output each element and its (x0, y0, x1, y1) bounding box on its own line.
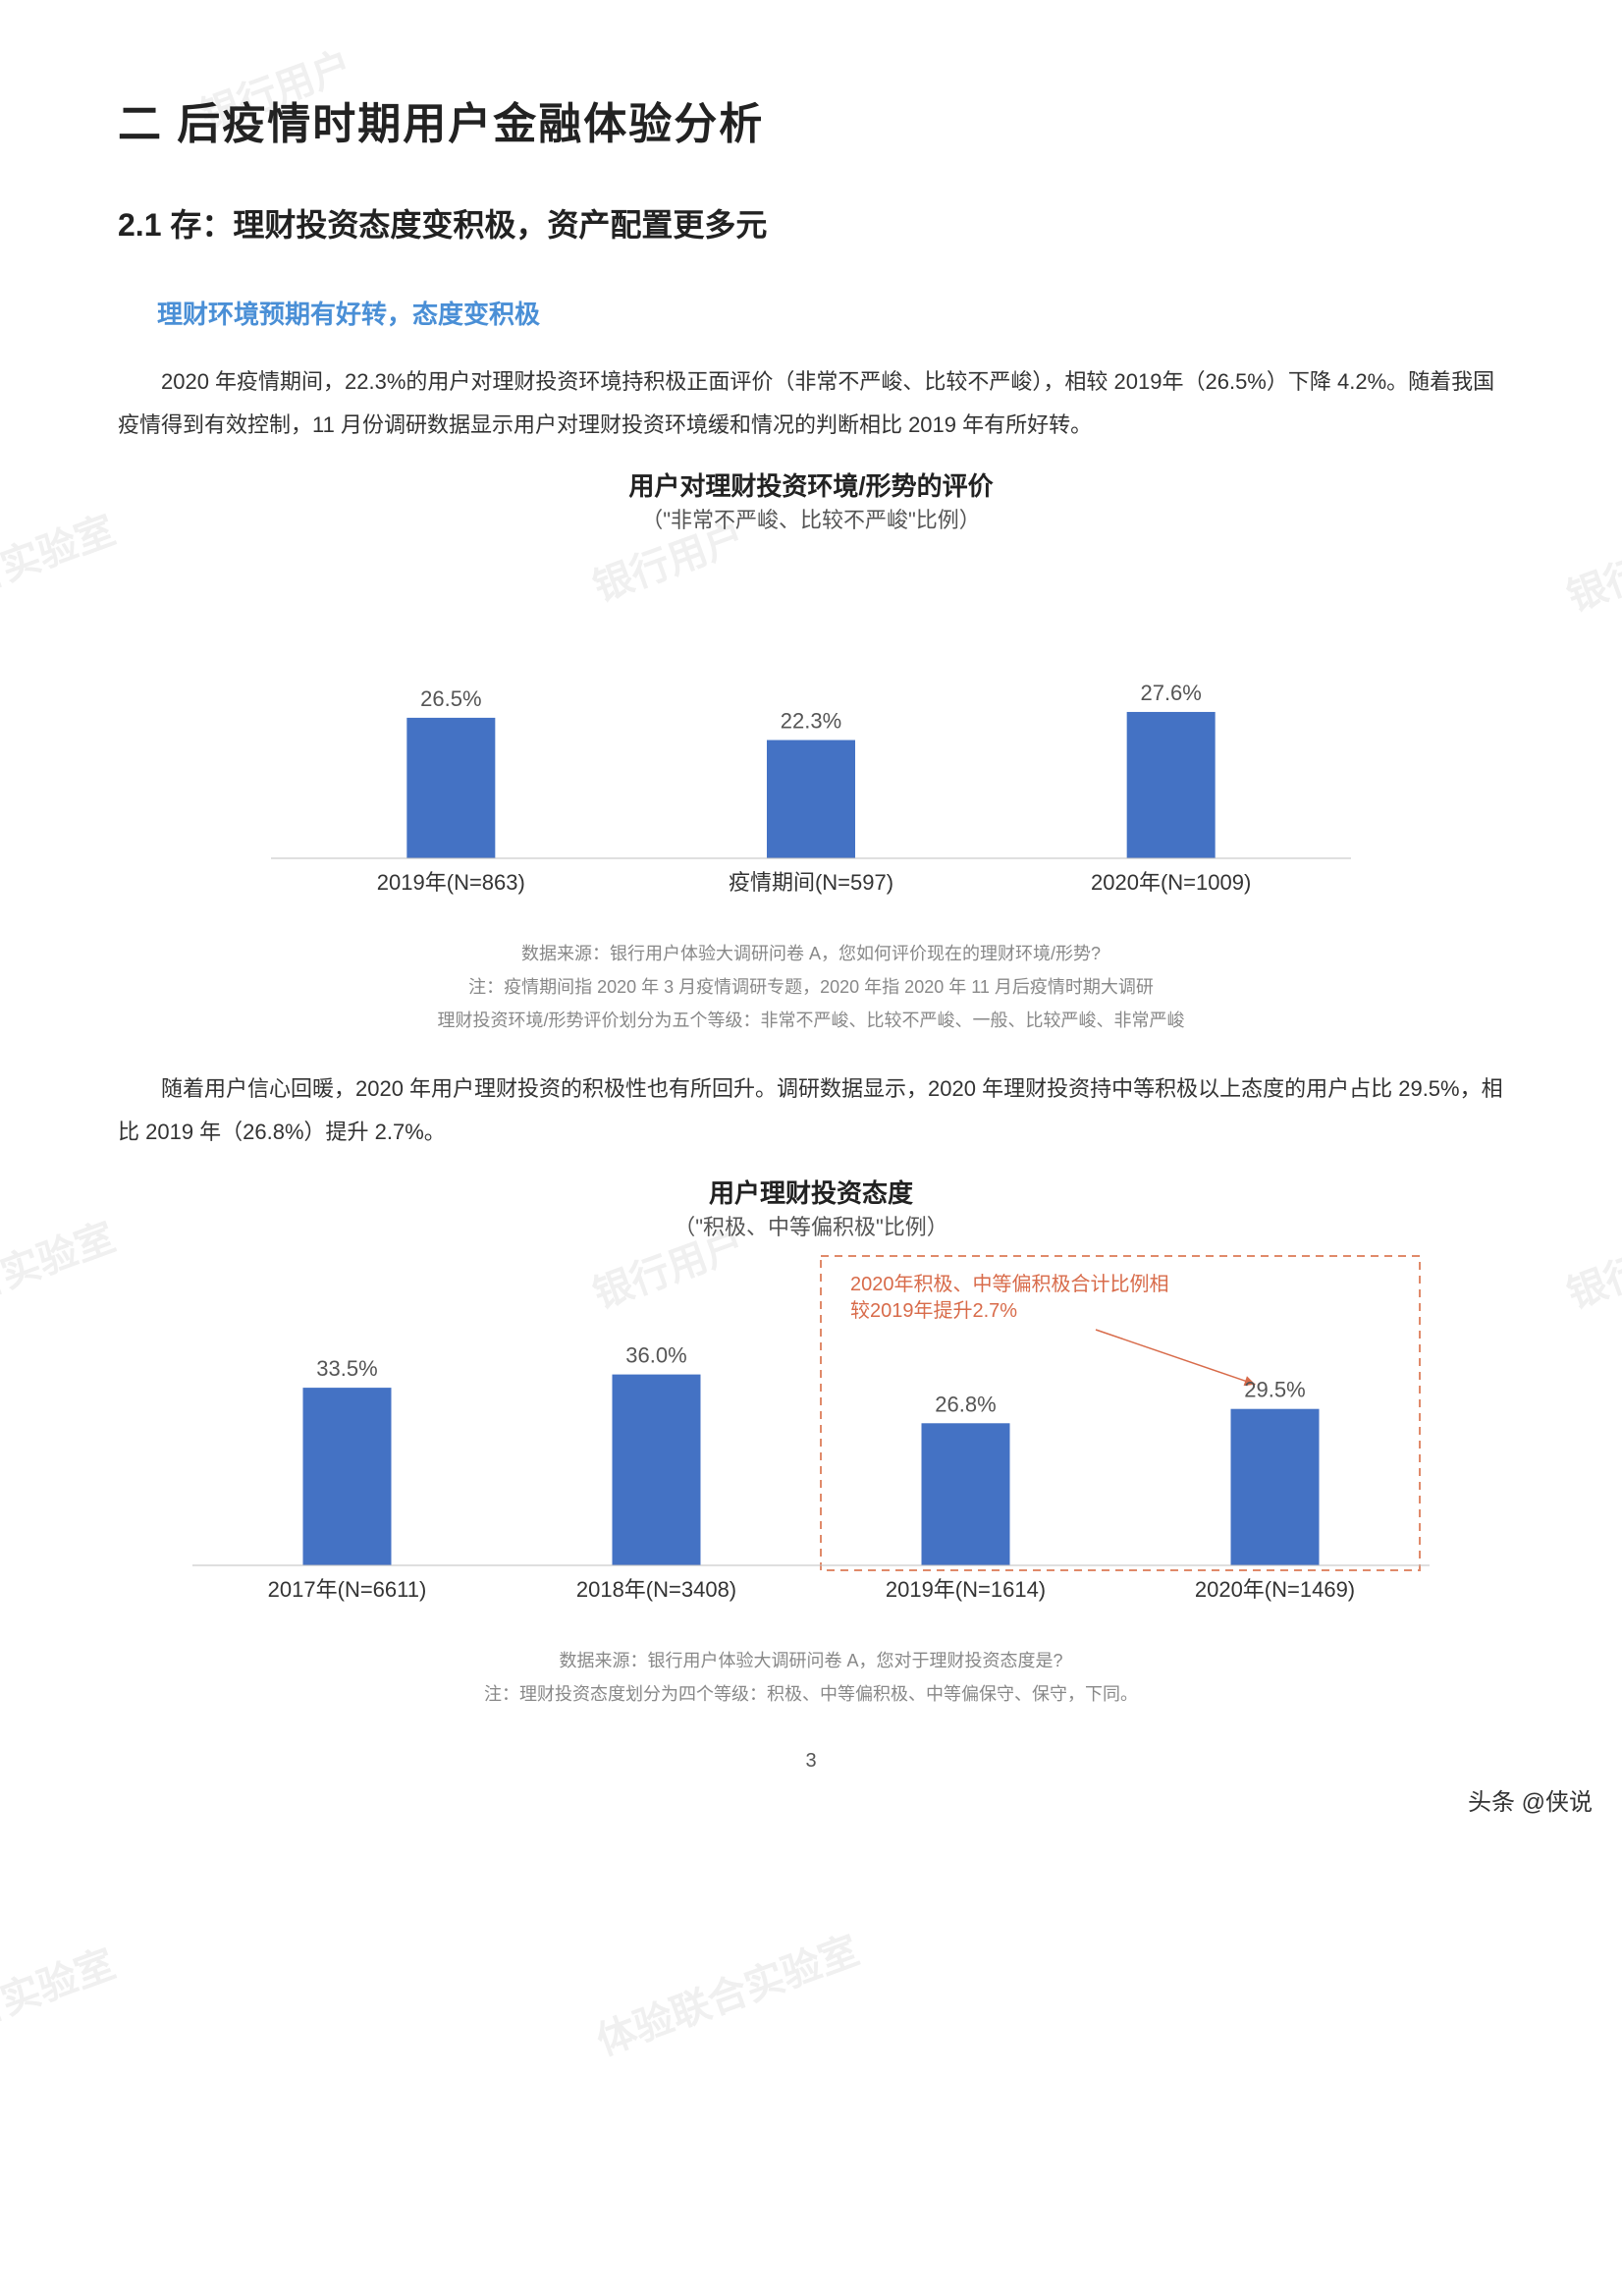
bar (767, 740, 855, 858)
page-title: 二 后疫情时期用户金融体验分析 (118, 88, 1504, 151)
footnote-line: 理财投资环境/形势评价划分为五个等级：非常不严峻、比较不严峻、一般、比较严峻、非… (118, 1004, 1504, 1037)
category-label: 2018年(N=3408) (576, 1577, 736, 1602)
chart1-title: 用户对理财投资环境/形势的评价 (118, 466, 1504, 503)
category-label: 2017年(N=6611) (268, 1577, 427, 1602)
chart2-title: 用户理财投资态度 (118, 1174, 1504, 1210)
bar-value-label: 29.5% (1244, 1377, 1305, 1401)
bar-value-label: 36.0% (625, 1342, 686, 1367)
bar (406, 718, 495, 858)
footnote-line: 数据来源：银行用户体验大调研问卷 A，您对于理财投资态度是? (118, 1644, 1504, 1677)
bar (613, 1374, 701, 1564)
arrow-line (1096, 1330, 1256, 1385)
watermark: 银行用户 (1558, 1212, 1622, 1319)
credit-text: 头条 @侠说 (1468, 1782, 1593, 1817)
bar-value-label: 33.5% (316, 1356, 377, 1381)
footnote-line: 注：理财投资态度划分为四个等级：积极、中等偏积极、中等偏保守、保守，下同。 (118, 1677, 1504, 1711)
chart1-subtitle: （"非常不严峻、比较不严峻"比例） (118, 503, 1504, 534)
paragraph: 随着用户信心回暖，2020 年用户理财投资的积极性也有所回升。调研数据显示，20… (118, 1067, 1504, 1154)
category-label: 2019年(N=1614) (886, 1577, 1046, 1602)
bar-value-label: 27.6% (1140, 681, 1201, 705)
chart2-subtitle: （"积极、中等偏积极"比例） (118, 1210, 1504, 1241)
page-number: 3 (118, 1750, 1504, 1773)
bar-value-label: 26.8% (935, 1392, 996, 1416)
paragraph: 2020 年疫情期间，22.3%的用户对理财投资环境持积极正面评价（非常不严峻、… (118, 360, 1504, 447)
subsection-heading: 理财环境预期有好转，态度变积极 (157, 295, 1504, 331)
highlight-annotation: 2020年积极、中等偏积极合计比例相 (850, 1273, 1169, 1295)
chart1-svg: 26.5% 22.3% 27.6% 2019年(N=863) 疫情期间(N=597) 20… (271, 544, 1351, 917)
highlight-annotation: 较2019年提升2.7% (850, 1299, 1017, 1322)
footnote-line: 注：疫情期间指 2020 年 3 月疫情调研专题，2020 年指 2020 年 … (118, 970, 1504, 1004)
bar (1127, 712, 1216, 858)
bar (922, 1423, 1010, 1565)
chart2: 2020年积极、中等偏积极合计比例相较2019年提升2.7% 33.5% 36.0%… (192, 1251, 1430, 1629)
category-label: 2019年(N=863) (377, 870, 525, 895)
chart2-footnotes: 数据来源：银行用户体验大调研问卷 A，您对于理财投资态度是? 注：理财投资态度划… (118, 1644, 1504, 1711)
bar (303, 1388, 392, 1565)
category-label: 疫情期间(N=597) (729, 870, 893, 895)
watermark: 体验联合实验室 (588, 1919, 866, 2066)
bar (1231, 1408, 1320, 1564)
chart1: 26.5% 22.3% 27.6% 2019年(N=863) 疫情期间(N=597) 20… (271, 544, 1351, 922)
watermark: 联合实验室 (0, 499, 122, 620)
bar-value-label: 22.3% (781, 709, 841, 734)
watermark: 银行用户 (1558, 515, 1622, 622)
category-label: 2020年(N=1009) (1091, 870, 1251, 895)
chart1-footnotes: 数据来源：银行用户体验大调研问卷 A，您如何评价现在的理财环境/形势? 注：疫情… (118, 937, 1504, 1038)
footnote-line: 数据来源：银行用户体验大调研问卷 A，您如何评价现在的理财环境/形势? (118, 937, 1504, 970)
watermark: 联合实验室 (0, 1206, 122, 1327)
bar-value-label: 26.5% (420, 686, 481, 711)
category-label: 2020年(N=1469) (1195, 1577, 1355, 1602)
section-heading: 2.1 存：理财投资态度变积极，资产配置更多元 (118, 200, 1504, 246)
watermark: 联合实验室 (0, 1933, 122, 2053)
chart2-svg: 2020年积极、中等偏积极合计比例相较2019年提升2.7% 33.5% 36.0%… (192, 1251, 1430, 1624)
